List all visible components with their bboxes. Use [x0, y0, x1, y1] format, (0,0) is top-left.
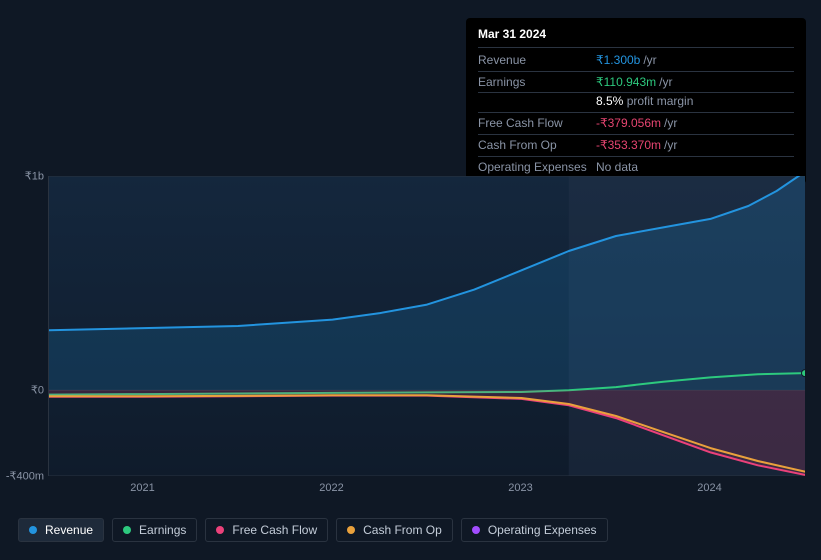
tooltip-value: -₹379.056m/yr [596, 115, 794, 132]
legend-item[interactable]: Free Cash Flow [205, 518, 328, 542]
tooltip-row: Earnings₹110.943m/yr [478, 72, 794, 94]
plot-area[interactable] [48, 176, 804, 476]
legend-label: Operating Expenses [488, 523, 597, 537]
financials-chart: ₹1b₹0-₹400m 2021202220232024 [18, 160, 804, 500]
x-axis-label: 2021 [130, 482, 154, 494]
tooltip-row: Revenue₹1.300b/yr [478, 50, 794, 72]
tooltip-row: Free Cash Flow-₹379.056m/yr [478, 113, 794, 135]
legend-label: Revenue [45, 523, 93, 537]
legend-item[interactable]: Earnings [112, 518, 197, 542]
x-axis-label: 2022 [319, 482, 343, 494]
legend-dot-icon [123, 526, 131, 534]
tooltip-label: Revenue [478, 52, 596, 69]
chart-svg [49, 176, 805, 476]
legend-item[interactable]: Revenue [18, 518, 104, 542]
y-axis-label: -₹400m [6, 470, 44, 483]
tooltip-value: ₹1.300b/yr [596, 52, 794, 69]
legend-dot-icon [216, 526, 224, 534]
tooltip-rows: Revenue₹1.300b/yrEarnings₹110.943m/yr8.5… [478, 50, 794, 178]
chart-legend: Revenue Earnings Free Cash Flow Cash From O… [18, 518, 608, 542]
x-axis-label: 2024 [697, 482, 721, 494]
legend-label: Cash From Op [363, 523, 442, 537]
x-axis-label: 2023 [508, 482, 532, 494]
tooltip-row: Cash From Op-₹353.370m/yr [478, 135, 794, 157]
legend-item[interactable]: Operating Expenses [461, 518, 608, 542]
tooltip-label: Cash From Op [478, 137, 596, 154]
tooltip-label: Earnings [478, 74, 596, 91]
tooltip-date: Mar 31 2024 [478, 26, 794, 48]
legend-dot-icon [347, 526, 355, 534]
tooltip-value: -₹353.370m/yr [596, 137, 794, 154]
tooltip-value: ₹110.943m/yr [596, 74, 794, 91]
legend-dot-icon [472, 526, 480, 534]
y-axis-label: ₹1b [25, 170, 44, 183]
legend-item[interactable]: Cash From Op [336, 518, 453, 542]
y-axis-label: ₹0 [31, 384, 44, 397]
legend-label: Earnings [139, 523, 186, 537]
chart-tooltip: Mar 31 2024 Revenue₹1.300b/yrEarnings₹11… [466, 18, 806, 184]
tooltip-subrow: 8.5% profit margin [478, 93, 794, 113]
legend-label: Free Cash Flow [232, 523, 317, 537]
legend-dot-icon [29, 526, 37, 534]
tooltip-label: Free Cash Flow [478, 115, 596, 132]
